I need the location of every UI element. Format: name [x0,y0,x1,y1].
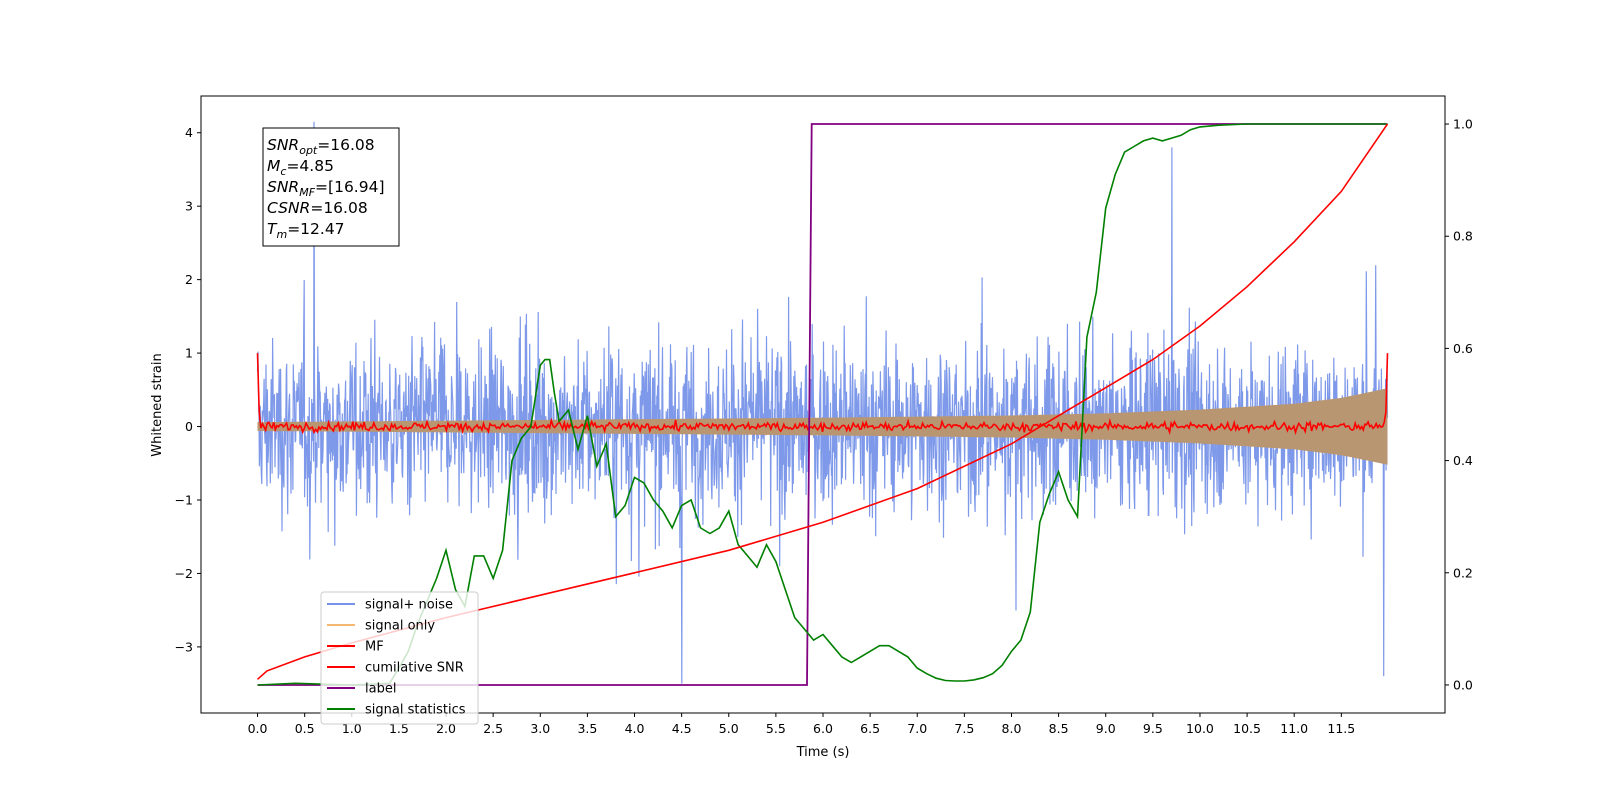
legend-entry-label: MF [365,640,384,655]
legend-entry-label: label [365,682,396,697]
y-left-tick-label: −2 [175,566,193,581]
y-right-tick-label: 0.4 [1453,453,1473,468]
annotation-line: CSNR=16.08 [267,199,368,217]
x-tick-label: 2.5 [483,721,503,736]
x-tick-label: 3.0 [530,721,550,736]
annotation-subscript: c [280,165,286,178]
x-tick-label: 6.0 [813,721,833,736]
y-right-tick-label: 0.2 [1453,565,1473,580]
y-left-tick-label: 2 [185,272,193,287]
x-tick-label: 4.5 [672,721,692,736]
legend-entry-label: cumilative SNR [365,661,464,676]
x-tick-label: 5.0 [719,721,739,736]
annotation-symbol: M [267,157,280,175]
x-tick-label: 0.0 [248,721,268,736]
y-right-tick-label: 0.0 [1453,677,1473,692]
annotation-symbol: SNR [267,136,299,154]
annotation-frame [262,127,400,247]
x-tick-label: 11.5 [1327,721,1355,736]
y-right-tick-label: 0.6 [1453,341,1473,356]
annotation-subscript: MF [299,186,315,199]
y-left-tick-label: 4 [185,125,193,140]
x-tick-label: 3.5 [577,721,597,736]
series-mf-line [256,353,1389,436]
x-tick-label: 11.0 [1280,721,1308,736]
annotation-value: =[16.94] [315,178,384,196]
annotation-line: Tm=12.47 [267,220,345,241]
x-tick-label: 1.0 [342,721,362,736]
x-tick-label: 4.0 [625,721,645,736]
annotation-subscript: opt [299,144,318,157]
y-left-tick-label: −1 [175,492,193,507]
annotation-line: SNRopt=16.08 [267,136,375,157]
annotation-value: =16.08 [310,199,367,217]
x-tick-label: 9.5 [1143,721,1163,736]
y-axis-left-ticks: 4 3 2 1 0 −1 −2 −3 [175,125,201,654]
legend-entry-label: signal+ noise [365,598,453,613]
annotation-symbol: SNR [267,178,299,196]
legend-entry-label: signal only [365,619,435,634]
legend-frame [320,591,479,725]
annotation-value: =16.08 [317,136,374,154]
x-tick-label: 0.5 [295,721,315,736]
x-tick-label: 7.0 [907,721,927,736]
y-left-tick-label: 0 [185,419,193,434]
x-tick-label: 2.0 [436,721,456,736]
y-left-tick-label: 3 [185,199,193,214]
series-signal-noise-line [256,121,1389,684]
x-axis-label: Time (s) [796,745,850,760]
x-tick-label: 9.0 [1096,721,1116,736]
series-label-line [257,123,1388,686]
y-right-tick-label: 0.8 [1453,229,1473,244]
x-tick-label: 6.5 [860,721,880,736]
y-left-tick-label: 1 [185,346,193,361]
x-tick-label: 7.5 [954,721,974,736]
y-axis-left-label: Whitened strain [150,353,165,456]
annotation-line: SNRMF=[16.94] [267,178,385,199]
series-signal-statistics-line [257,123,1388,686]
annotation-line: Mc=4.85 [267,157,334,178]
x-tick-label: 8.5 [1049,721,1069,736]
x-axis-ticks: 0.0 0.5 1.0 1.5 2.0 2.5 3.0 3.5 4.0 4.5 5.0 5.5 6.0 6… [248,713,1355,736]
x-tick-label: 1.5 [389,721,409,736]
x-tick-label: 10.0 [1186,721,1214,736]
annotation-subscript: m [276,228,287,241]
x-tick-label: 5.5 [766,721,786,736]
legend: signal+ noise signal only MF cumilative SNR… [320,591,479,725]
annotation-value: =12.47 [287,220,344,238]
annotation-value: =4.85 [286,157,334,175]
stats-annotation-box: SNRopt=16.08Mc=4.85SNRMF=[16.94]CSNR=16.… [262,127,400,247]
y-axis-right-ticks: 1.0 0.8 0.6 0.4 0.2 0.0 [1445,117,1473,692]
legend-entry-label: signal statistics [365,703,466,718]
series-signal-only-envelope [257,388,1388,465]
annotation-symbol: T [267,220,278,238]
x-tick-label: 8.0 [1002,721,1022,736]
annotation-symbol: CSNR [267,199,310,217]
y-left-tick-label: −3 [175,639,193,654]
y-right-tick-label: 1.0 [1453,117,1473,132]
x-tick-label: 10.5 [1233,721,1261,736]
